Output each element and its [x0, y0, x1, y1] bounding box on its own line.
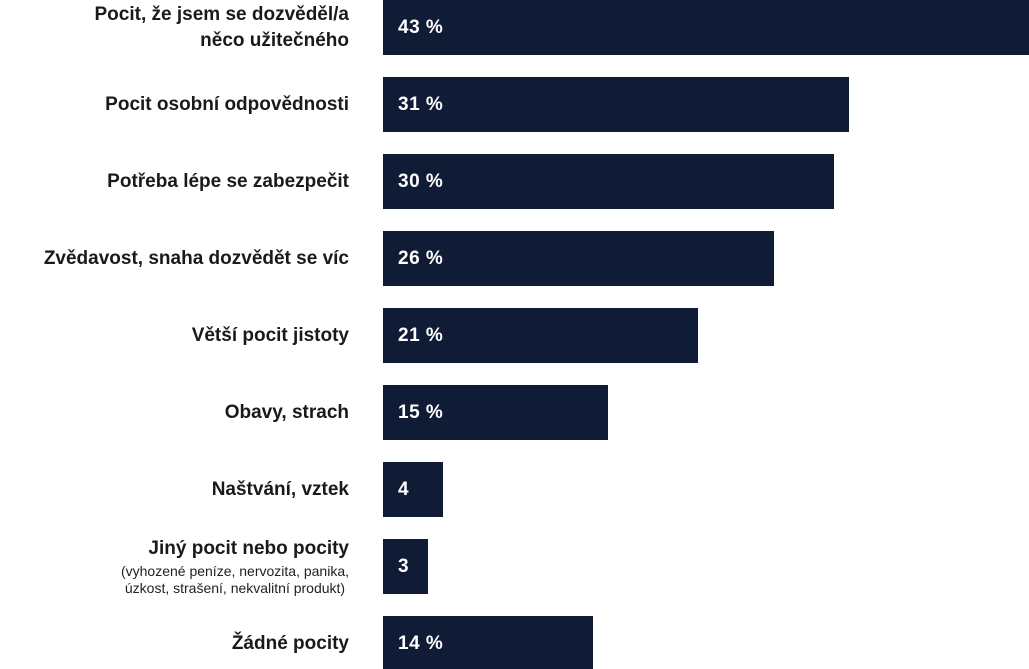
bar: 31 % — [383, 77, 849, 132]
category-label-cell: Větší pocit jistoty — [0, 308, 349, 363]
chart-row: Větší pocit jistoty 21 % — [0, 308, 1029, 363]
chart-row: Pocit osobní odpovědnosti 31 % — [0, 77, 1029, 132]
category-label: Pocit, že jsem se dozvěděl/a něco užiteč… — [94, 4, 350, 51]
category-label-cell: Pocit osobní odpovědnosti — [0, 77, 349, 132]
category-label-cell: Obavy, strach — [0, 385, 349, 440]
bar-value-label: 14 % — [398, 632, 444, 654]
chart-row: Zvědavost, snaha dozvědět se víc 26 % — [0, 231, 1029, 286]
bar-value-label: 30 % — [398, 170, 444, 192]
bar-value-label: 43 % — [398, 16, 444, 38]
category-sublabel: (vyhozené peníze, nervozita, panika, úzk… — [120, 562, 349, 597]
bar-track: 14 % — [383, 616, 1029, 669]
bar-value-label: 15 % — [398, 401, 444, 423]
bar: 30 % — [383, 154, 834, 209]
category-label: Naštvání, vztek — [211, 478, 349, 500]
bar-track: 15 % — [383, 385, 1029, 440]
bar-track: 4 — [383, 462, 1029, 517]
chart-row: Žádné pocity 14 % — [0, 616, 1029, 669]
category-label: Jiný pocit nebo pocity — [148, 537, 349, 559]
bar-value-label: 4 — [398, 478, 410, 500]
chart-row: Naštvání, vztek 4 — [0, 462, 1029, 517]
bar: 14 % — [383, 616, 594, 669]
bar-value-label: 26 % — [398, 247, 444, 269]
chart-row: Obavy, strach 15 % — [0, 385, 1029, 440]
bar-track: 30 % — [383, 154, 1029, 209]
category-label: Žádné pocity — [231, 632, 349, 654]
bar-track: 31 % — [383, 77, 1029, 132]
category-label-cell: Naštvání, vztek — [0, 462, 349, 517]
category-label: Pocit osobní odpovědnosti — [105, 93, 349, 115]
bar-value-label: 31 % — [398, 93, 444, 115]
bar-track: 26 % — [383, 231, 1029, 286]
bar: 15 % — [383, 385, 609, 440]
category-label-cell: Jiný pocit nebo pocity (vyhozené peníze,… — [0, 537, 349, 597]
category-label: Zvědavost, snaha dozvědět se víc — [43, 247, 349, 269]
bar: 26 % — [383, 231, 774, 286]
bar-track: 21 % — [383, 308, 1029, 363]
category-label-cell: Pocit, že jsem se dozvěděl/a něco užiteč… — [0, 0, 350, 55]
category-label: Větší pocit jistoty — [191, 324, 349, 346]
bar: 4 — [383, 462, 444, 517]
bar-value-label: 3 — [398, 555, 410, 577]
category-label-cell: Zvědavost, snaha dozvědět se víc — [0, 231, 349, 286]
bar-track: 3 — [383, 539, 1029, 594]
chart-row: Potřeba lépe se zabezpečit 30 % — [0, 154, 1029, 209]
bar: 3 — [383, 539, 429, 594]
bar: 43 % — [383, 0, 1029, 55]
category-label: Potřeba lépe se zabezpečit — [107, 170, 349, 192]
bar: 21 % — [383, 308, 699, 363]
category-label-cell: Potřeba lépe se zabezpečit — [0, 154, 349, 209]
category-label-cell: Žádné pocity — [0, 616, 349, 669]
category-label: Obavy, strach — [224, 401, 349, 423]
bar-value-label: 21 % — [398, 324, 444, 346]
chart-row: Jiný pocit nebo pocity (vyhozené peníze,… — [0, 537, 1029, 597]
bar-track: 43 % — [383, 0, 1029, 55]
chart-row: Pocit, že jsem se dozvěděl/a něco užiteč… — [0, 0, 1029, 55]
